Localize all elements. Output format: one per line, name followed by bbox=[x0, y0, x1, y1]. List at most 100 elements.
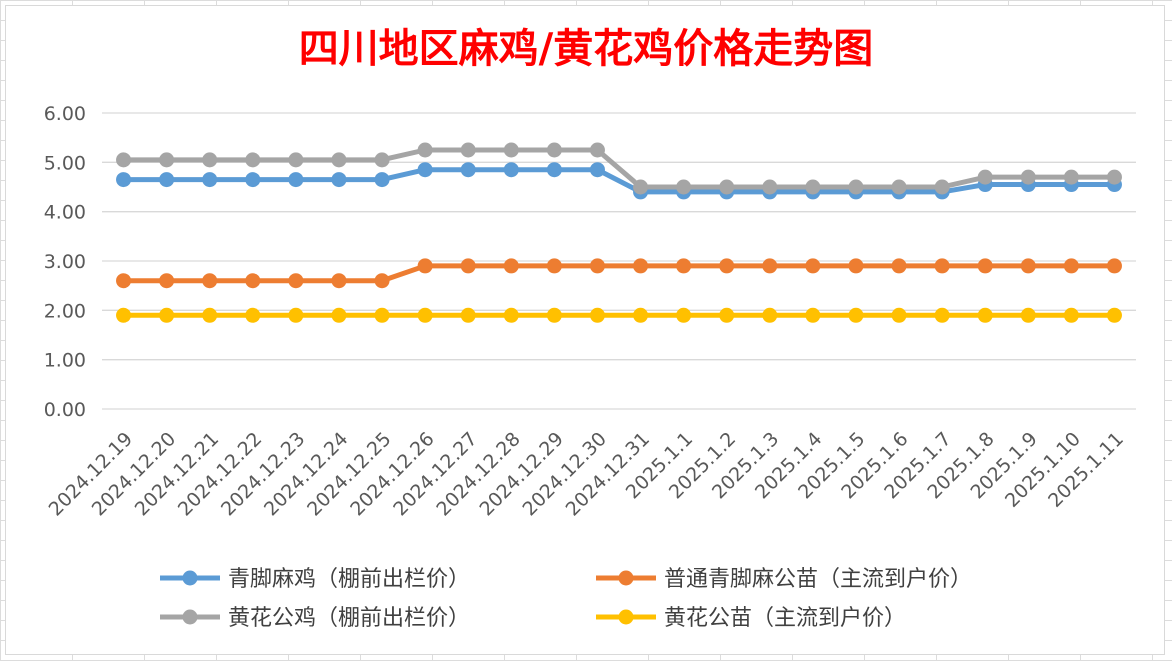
data-point bbox=[503, 258, 519, 274]
data-point bbox=[719, 307, 735, 323]
legend-label: 黄花公苗（主流到户价） bbox=[664, 606, 906, 631]
y-tick-label: 6.00 bbox=[44, 103, 86, 125]
x-axis-ticks: 2024.12.192024.12.202024.12.212024.12.22… bbox=[45, 428, 1128, 520]
data-point bbox=[288, 172, 304, 188]
data-point bbox=[116, 152, 132, 168]
data-point bbox=[374, 152, 390, 168]
data-point bbox=[546, 307, 562, 323]
data-point bbox=[633, 307, 649, 323]
data-point bbox=[331, 172, 347, 188]
series-lines bbox=[116, 142, 1122, 323]
data-point bbox=[503, 142, 519, 158]
y-tick-label: 2.00 bbox=[44, 300, 86, 322]
data-point bbox=[848, 258, 864, 274]
data-point bbox=[417, 307, 433, 323]
data-point bbox=[805, 258, 821, 274]
data-point bbox=[503, 307, 519, 323]
legend-marker bbox=[618, 570, 634, 586]
data-point bbox=[1063, 169, 1079, 185]
series-4 bbox=[116, 307, 1122, 323]
data-point bbox=[331, 273, 347, 289]
data-point bbox=[589, 258, 605, 274]
data-point bbox=[848, 307, 864, 323]
series-line bbox=[123, 263, 1115, 284]
data-point bbox=[977, 258, 993, 274]
data-point bbox=[934, 307, 950, 323]
y-tick-label: 1.00 bbox=[44, 350, 86, 372]
data-point bbox=[202, 307, 218, 323]
data-point bbox=[1063, 258, 1079, 274]
data-point bbox=[1063, 307, 1079, 323]
legend-label: 青脚麻鸡（棚前出栏价） bbox=[228, 567, 470, 592]
data-point bbox=[374, 172, 390, 188]
data-point bbox=[374, 307, 390, 323]
data-point bbox=[1020, 169, 1036, 185]
data-point bbox=[1106, 169, 1122, 185]
data-point bbox=[331, 307, 347, 323]
data-point bbox=[589, 142, 605, 158]
legend-item: 普通青脚麻公苗（主流到户价） bbox=[596, 567, 972, 592]
data-point bbox=[848, 179, 864, 195]
data-point bbox=[503, 162, 519, 178]
legend-marker bbox=[182, 609, 198, 625]
data-point bbox=[460, 142, 476, 158]
data-point bbox=[676, 179, 692, 195]
series-3 bbox=[116, 142, 1122, 195]
legend-label: 黄花公鸡（棚前出栏价） bbox=[228, 606, 470, 631]
data-point bbox=[202, 152, 218, 168]
data-point bbox=[116, 172, 132, 188]
data-point bbox=[891, 307, 907, 323]
legend-item: 青脚麻鸡（棚前出栏价） bbox=[160, 567, 470, 592]
legend-item: 黄花公苗（主流到户价） bbox=[596, 606, 906, 631]
data-point bbox=[719, 179, 735, 195]
data-point bbox=[417, 142, 433, 158]
data-point bbox=[1020, 258, 1036, 274]
data-point bbox=[805, 307, 821, 323]
legend-marker bbox=[618, 609, 634, 625]
legend-item: 黄花公鸡（棚前出栏价） bbox=[160, 606, 470, 631]
data-point bbox=[977, 169, 993, 185]
legend-label: 普通青脚麻公苗（主流到户价） bbox=[664, 567, 972, 592]
data-point bbox=[116, 307, 132, 323]
data-point bbox=[245, 273, 261, 289]
y-tick-label: 5.00 bbox=[44, 152, 86, 174]
data-point bbox=[245, 172, 261, 188]
data-point bbox=[374, 273, 390, 289]
data-point bbox=[1106, 258, 1122, 274]
data-point bbox=[589, 162, 605, 178]
data-point bbox=[288, 307, 304, 323]
y-tick-label: 3.00 bbox=[44, 251, 86, 273]
data-point bbox=[546, 162, 562, 178]
data-point bbox=[245, 307, 261, 323]
data-point bbox=[934, 179, 950, 195]
data-point bbox=[460, 307, 476, 323]
data-point bbox=[331, 152, 347, 168]
data-point bbox=[589, 307, 605, 323]
data-point bbox=[762, 258, 778, 274]
data-point bbox=[417, 162, 433, 178]
data-point bbox=[805, 179, 821, 195]
data-point bbox=[159, 172, 175, 188]
data-point bbox=[159, 273, 175, 289]
data-point bbox=[719, 258, 735, 274]
data-point bbox=[633, 258, 649, 274]
data-point bbox=[977, 307, 993, 323]
data-point bbox=[891, 179, 907, 195]
data-point bbox=[288, 152, 304, 168]
gridlines bbox=[102, 112, 1136, 410]
data-point bbox=[417, 258, 433, 274]
chart-title: 四川地区麻鸡/黄花鸡价格走势图 bbox=[299, 25, 874, 72]
data-point bbox=[202, 172, 218, 188]
data-point bbox=[159, 307, 175, 323]
data-point bbox=[633, 179, 649, 195]
data-point bbox=[762, 307, 778, 323]
data-point bbox=[202, 273, 218, 289]
data-point bbox=[159, 152, 175, 168]
legend-marker bbox=[182, 570, 198, 586]
data-point bbox=[460, 258, 476, 274]
y-axis-ticks: 0.00 1.00 2.00 3.00 4.00 5.00 6.00 bbox=[44, 103, 86, 421]
data-point bbox=[762, 179, 778, 195]
data-point bbox=[676, 258, 692, 274]
data-point bbox=[1106, 307, 1122, 323]
